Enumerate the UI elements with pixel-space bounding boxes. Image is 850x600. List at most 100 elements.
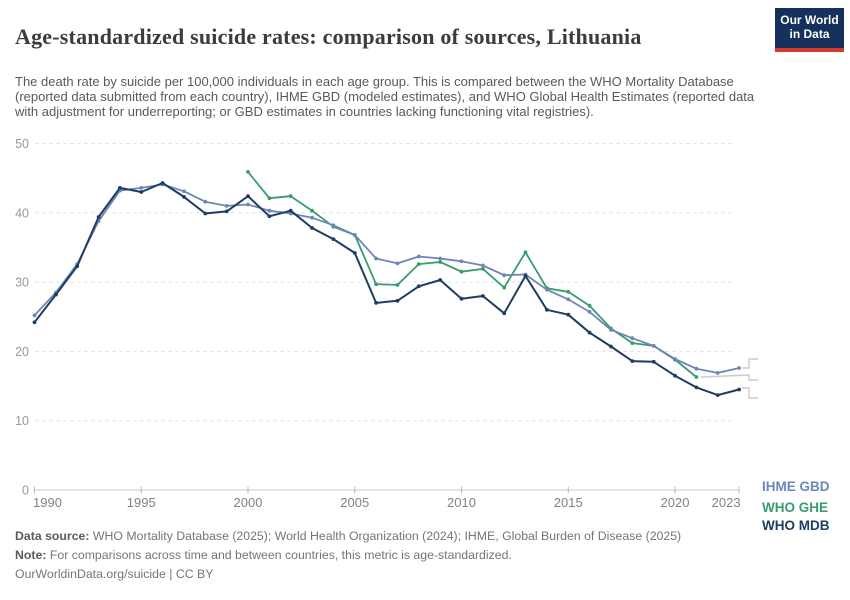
data-point-who-mdb-2021 <box>694 385 699 390</box>
legend-connector-ihme-gbd <box>742 358 758 369</box>
x-tick-label-2023: 2023 <box>712 495 741 510</box>
data-point-who-mdb-2001 <box>267 214 272 219</box>
data-point-who-mdb-2017 <box>609 344 613 349</box>
series-ihme-gbd[interactable] <box>32 182 741 375</box>
data-source-text: WHO Mortality Database (2025); World Hea… <box>92 529 682 543</box>
data-point-who-ghe-2015 <box>566 289 571 294</box>
note-label: Note: <box>15 548 47 563</box>
data-point-who-ghe-2012 <box>502 285 507 290</box>
data-point-ihme-gbd-2016 <box>587 310 592 314</box>
data-point-ihme-gbd-2012 <box>502 273 507 278</box>
legend-item-ihme-gbd[interactable]: IHME GBD <box>762 479 830 494</box>
chart-footer: Data source: WHO Mortality Database (202… <box>15 527 815 584</box>
data-point-who-ghe-2010 <box>459 269 464 274</box>
data-point-who-mdb-2004 <box>331 237 336 242</box>
data-point-who-mdb-1996 <box>160 181 165 185</box>
series-who-mdb[interactable] <box>32 181 741 397</box>
data-point-who-ghe-2016 <box>587 303 592 308</box>
data-point-ihme-gbd-2020 <box>673 357 677 361</box>
data-point-who-ghe-2008 <box>416 262 421 266</box>
x-tick-label-1995: 1995 <box>127 495 156 510</box>
chart-area: 0 10 20 30 40 50 1990 1995 2000 2005 2010 2015 2020 2… <box>0 128 850 533</box>
data-point-who-mdb-2022 <box>715 393 720 397</box>
series-line-who-mdb <box>33 182 740 397</box>
data-point-who-mdb-2018 <box>630 359 635 363</box>
page-title: Age-standardized suicide rates: comparis… <box>15 23 642 49</box>
data-point-ihme-gbd-2001 <box>267 208 272 213</box>
data-point-ihme-gbd-2005 <box>352 233 357 237</box>
data-point-ihme-gbd-2018 <box>630 336 635 341</box>
license-text: | CC BY <box>169 567 214 582</box>
x-tick-label-2015: 2015 <box>554 495 583 510</box>
data-point-who-mdb-2005 <box>352 251 357 255</box>
chart-canvas: 0 10 20 30 40 50 1990 1995 2000 2005 2010 2015 2020 2… <box>15 137 758 510</box>
data-point-who-mdb-2007 <box>395 298 400 303</box>
y-tick-label-10: 10 <box>15 414 29 428</box>
data-point-who-mdb-2019 <box>651 359 656 364</box>
y-tick-label-50: 50 <box>15 137 29 151</box>
legend-item-who-mdb[interactable]: WHO MDB <box>762 518 830 533</box>
data-point-who-mdb-1991 <box>54 292 58 297</box>
series-line-who-ghe <box>247 171 697 378</box>
series-who-ghe[interactable] <box>246 170 699 379</box>
x-tick-label-1990: 1990 <box>33 495 62 510</box>
data-point-who-mdb-1997 <box>182 195 186 199</box>
data-point-who-mdb-2009 <box>438 278 443 282</box>
data-point-ihme-gbd-2021 <box>694 366 699 371</box>
data-point-ihme-gbd-1999 <box>224 204 229 208</box>
data-point-who-ghe-2013 <box>523 250 528 255</box>
data-point-ihme-gbd-1995 <box>139 186 144 190</box>
data-point-who-ghe-2018 <box>630 341 635 345</box>
data-point-who-ghe-2007 <box>395 283 400 287</box>
data-point-who-mdb-2013 <box>523 274 528 278</box>
legend-connector-who-ghe <box>700 374 758 381</box>
x-tick-label-2020: 2020 <box>661 495 690 510</box>
data-point-ihme-gbd-2003 <box>310 215 314 220</box>
data-point-who-mdb-2008 <box>416 284 421 289</box>
owid-logo-line1: Our World <box>780 13 839 28</box>
data-point-ihme-gbd-2006 <box>374 256 378 261</box>
data-point-who-ghe-2001 <box>267 196 272 201</box>
data-point-ihme-gbd-2010 <box>459 259 464 264</box>
data-point-who-mdb-2011 <box>481 294 485 298</box>
data-point-ihme-gbd-2014 <box>545 287 549 292</box>
y-tick-label-0: 0 <box>22 484 29 498</box>
owid-logo[interactable]: Our World in Data <box>775 8 844 52</box>
data-point-who-mdb-1995 <box>139 190 144 194</box>
legend-connector-who-mdb <box>742 387 758 399</box>
chart-subtitle: The death rate by suicide per 100,000 in… <box>15 74 755 120</box>
data-point-who-mdb-1993 <box>96 215 101 219</box>
data-point-who-mdb-2014 <box>545 307 549 312</box>
data-point-who-mdb-2016 <box>587 330 592 335</box>
data-source-label: Data source: <box>15 529 90 543</box>
data-point-who-mdb-1998 <box>203 211 208 216</box>
legend-item-who-ghe[interactable]: WHO GHE <box>762 500 828 515</box>
x-tick-label-2000: 2000 <box>234 495 263 510</box>
data-point-who-mdb-2003 <box>310 226 314 230</box>
data-point-who-mdb-1994 <box>118 186 122 190</box>
data-point-who-ghe-2000 <box>246 170 250 174</box>
data-point-who-mdb-2012 <box>502 311 507 316</box>
citation-line: OurWorldinData.org/suicide | CC BY <box>15 565 815 584</box>
data-point-ihme-gbd-2019 <box>651 344 656 348</box>
data-point-who-mdb-1990 <box>32 320 37 325</box>
data-point-ihme-gbd-2008 <box>416 254 421 259</box>
data-point-ihme-gbd-2022 <box>715 371 720 375</box>
data-point-ihme-gbd-2015 <box>566 297 571 302</box>
data-source-line: Data source: WHO Mortality Database (202… <box>15 527 815 546</box>
data-point-ihme-gbd-1990 <box>32 313 37 318</box>
data-point-who-ghe-2009 <box>438 260 443 264</box>
data-point-ihme-gbd-2004 <box>331 223 336 228</box>
axes: 0 10 20 30 40 50 1990 1995 2000 2005 2010 2015 2020 2… <box>15 137 740 510</box>
owid-url-link[interactable]: OurWorldinData.org/suicide <box>15 567 166 582</box>
note-text: For comparisons across time and between … <box>49 548 512 563</box>
y-tick-label-30: 30 <box>15 276 29 290</box>
data-point-ihme-gbd-2000 <box>246 202 250 207</box>
legend-connectors <box>700 358 758 399</box>
data-point-who-ghe-2003 <box>310 208 314 213</box>
x-tick-label-2005: 2005 <box>340 495 369 510</box>
data-point-ihme-gbd-2017 <box>609 328 613 332</box>
series-line-ihme-gbd <box>33 183 740 374</box>
x-tick-label-2010: 2010 <box>447 495 476 510</box>
